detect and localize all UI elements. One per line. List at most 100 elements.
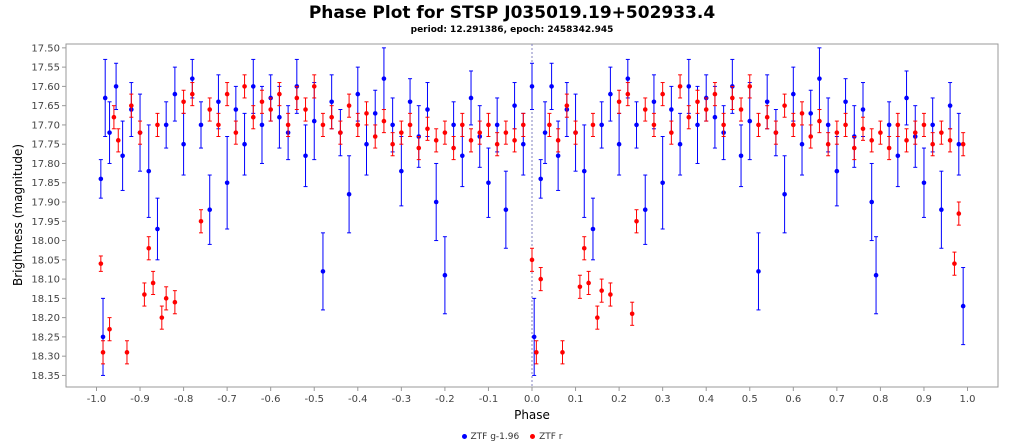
data-point xyxy=(433,199,439,205)
x-tick-label: -0.9 xyxy=(130,394,150,405)
data-point xyxy=(860,126,866,132)
data-point xyxy=(303,107,308,112)
data-point xyxy=(198,218,204,224)
data-point xyxy=(102,95,108,101)
data-point xyxy=(851,145,857,151)
data-point xyxy=(791,122,796,128)
data-point xyxy=(747,84,753,89)
data-point xyxy=(346,192,352,197)
data-point xyxy=(329,99,334,105)
data-point xyxy=(486,122,491,128)
legend-label-ztf-r: ZTF r xyxy=(539,432,563,442)
data-point xyxy=(686,84,692,89)
data-point xyxy=(120,153,125,159)
data-point xyxy=(303,153,308,159)
data-point xyxy=(442,272,448,278)
data-point xyxy=(651,122,657,128)
y-tick-label: 17.60 xyxy=(31,82,60,93)
x-tick-label: 0.2 xyxy=(611,394,627,405)
data-point xyxy=(608,91,613,97)
legend-item-ztf-g[interactable]: ZTF g-1.96 xyxy=(461,432,519,442)
data-point xyxy=(773,130,779,135)
data-point xyxy=(416,145,422,151)
data-point xyxy=(113,84,119,89)
chart-title: Phase Plot for STSP J035019.19+502933.4 xyxy=(308,3,716,23)
data-point xyxy=(547,122,552,128)
data-point xyxy=(808,111,814,116)
data-point xyxy=(155,226,160,232)
data-point xyxy=(825,122,831,128)
data-point xyxy=(960,303,966,309)
y-tick-label: 18.05 xyxy=(31,255,60,266)
y-tick-label: 18.20 xyxy=(31,313,60,324)
data-point xyxy=(189,91,195,97)
data-point xyxy=(407,122,413,128)
data-point xyxy=(756,269,761,274)
data-point xyxy=(494,122,500,128)
data-point xyxy=(355,91,361,97)
data-point xyxy=(111,114,117,120)
data-point xyxy=(677,141,683,147)
data-point xyxy=(242,84,247,89)
data-point xyxy=(952,261,957,266)
data-point xyxy=(921,180,927,186)
legend-item-ztf-r[interactable]: ZTF r xyxy=(530,432,562,442)
x-axis-title: Phase xyxy=(514,408,550,422)
data-point xyxy=(660,180,665,186)
data-point xyxy=(542,130,548,135)
data-point xyxy=(703,107,709,112)
x-tick-label: -0.3 xyxy=(392,394,412,405)
data-point xyxy=(581,245,587,251)
data-point xyxy=(817,76,822,81)
data-point xyxy=(338,130,343,135)
data-point xyxy=(250,84,256,89)
data-point xyxy=(686,114,692,120)
data-point xyxy=(930,141,935,147)
data-point xyxy=(586,280,591,286)
data-point xyxy=(599,122,604,128)
data-point xyxy=(895,122,901,128)
y-tick-label: 17.75 xyxy=(31,140,60,151)
data-point xyxy=(451,122,456,128)
data-point xyxy=(390,122,395,128)
data-point xyxy=(259,99,265,105)
y-tick-label: 17.55 xyxy=(31,63,60,74)
y-tick-label: 18.15 xyxy=(31,294,60,305)
data-point xyxy=(634,218,639,224)
data-point xyxy=(939,207,944,213)
data-point xyxy=(886,122,892,128)
data-point xyxy=(520,141,526,147)
data-point xyxy=(277,91,282,97)
y-tick-label: 17.50 xyxy=(31,43,60,54)
data-point xyxy=(960,141,966,147)
x-tick-label: 0.6 xyxy=(785,394,801,405)
y-tick-label: 17.90 xyxy=(31,198,60,209)
data-point xyxy=(782,103,787,108)
data-point xyxy=(460,153,465,159)
data-point xyxy=(142,292,147,297)
legend-marker-blue xyxy=(461,434,467,439)
data-point xyxy=(163,122,169,128)
data-point xyxy=(207,107,213,112)
data-point xyxy=(817,118,822,124)
data-point xyxy=(660,91,665,97)
data-point xyxy=(616,99,622,105)
data-point xyxy=(869,138,875,143)
legend: ZTF g-1.96 ZTF r xyxy=(0,432,1024,442)
data-point xyxy=(843,122,848,128)
x-tick-label: -0.4 xyxy=(348,394,368,405)
y-tick-label: 18.00 xyxy=(31,236,60,247)
data-point xyxy=(381,76,387,81)
x-tick-label: 0.4 xyxy=(698,394,714,405)
data-point xyxy=(98,261,104,266)
data-point xyxy=(181,141,186,147)
data-point xyxy=(425,107,430,112)
data-point xyxy=(947,103,953,108)
data-point xyxy=(608,292,613,297)
data-point xyxy=(738,153,744,159)
y-axis-ticks: 17.50 17.55 17.60 17.65 17.70 17.75 17.80 17.85… xyxy=(31,43,66,382)
data-point xyxy=(311,118,317,124)
data-point xyxy=(242,141,247,147)
data-point xyxy=(433,138,439,143)
